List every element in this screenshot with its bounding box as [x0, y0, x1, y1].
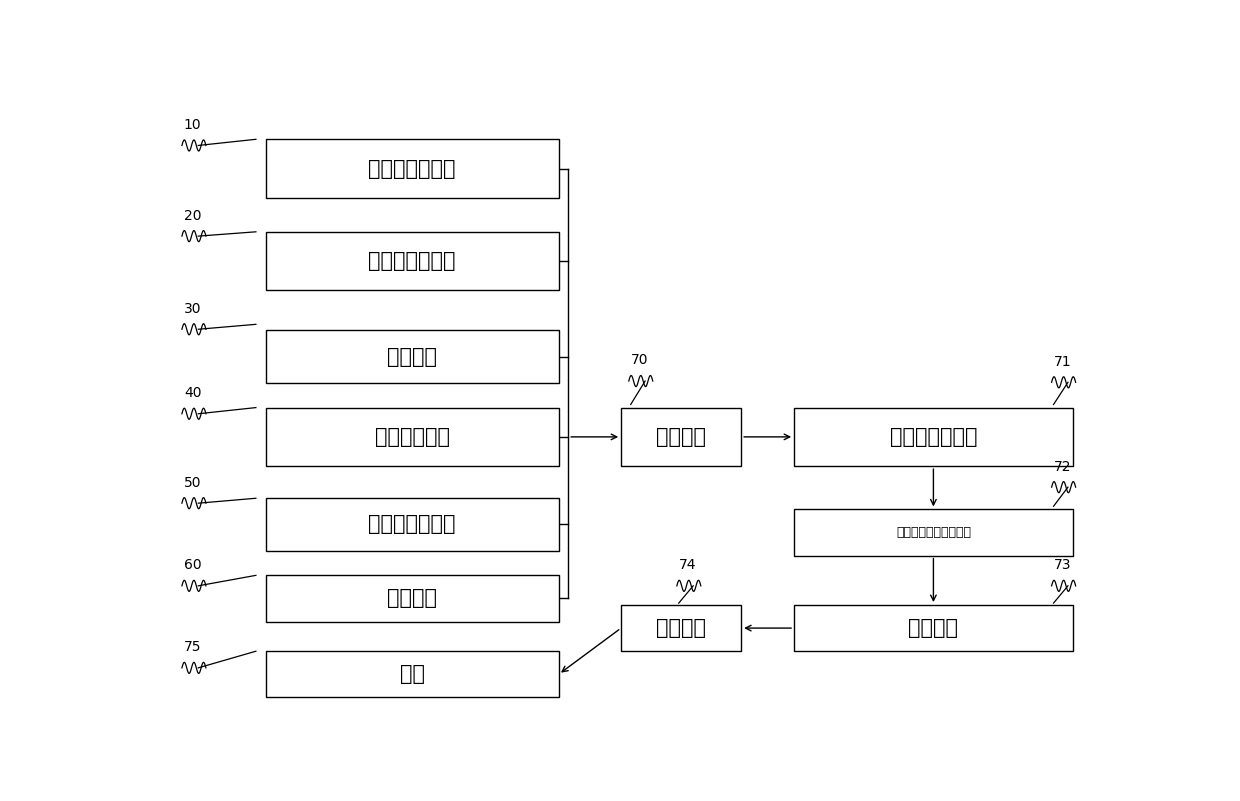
Text: 20: 20	[184, 208, 201, 223]
Bar	[265, 575, 558, 622]
Text: 矿物油脂: 矿物油脂	[387, 347, 436, 367]
Text: 10: 10	[184, 118, 201, 132]
Text: 73: 73	[1054, 558, 1071, 572]
Text: 滚轧成型: 滚轧成型	[656, 618, 706, 638]
Bar	[265, 231, 558, 291]
Text: 72: 72	[1054, 460, 1071, 473]
Text: 50: 50	[184, 476, 201, 489]
Text: 第一次混炼聚合: 第一次混炼聚合	[889, 427, 977, 447]
Bar	[265, 498, 558, 550]
Text: 材料混合: 材料混合	[656, 427, 706, 447]
Bar	[265, 139, 558, 198]
Bar	[794, 605, 1073, 651]
Text: 75: 75	[184, 640, 201, 654]
Text: 滑材及安定剂: 滑材及安定剂	[374, 427, 450, 447]
Text: 40: 40	[184, 386, 201, 400]
Bar	[794, 408, 1073, 466]
Text: 自然矿物填充剂: 自然矿物填充剂	[368, 251, 456, 271]
Text: 70: 70	[631, 353, 649, 368]
Text: 压出制板: 压出制板	[909, 618, 959, 638]
Text: 烯烃高分子材料: 烯烃高分子材料	[368, 159, 456, 179]
Text: 高分子聚合助剂: 高分子聚合助剂	[368, 514, 456, 534]
Text: 30: 30	[184, 302, 201, 316]
Bar	[265, 408, 558, 466]
Text: 第二次混炼及压出加工: 第二次混炼及压出加工	[897, 526, 971, 539]
Bar	[265, 651, 558, 698]
Bar	[265, 331, 558, 383]
Bar	[621, 408, 742, 466]
Text: 71: 71	[1054, 355, 1071, 368]
Bar	[794, 509, 1073, 556]
Bar	[621, 605, 742, 651]
Text: 74: 74	[678, 558, 696, 572]
Text: 裁板: 裁板	[399, 664, 424, 684]
Text: 调色母色: 调色母色	[387, 589, 436, 609]
Text: 60: 60	[184, 558, 201, 572]
